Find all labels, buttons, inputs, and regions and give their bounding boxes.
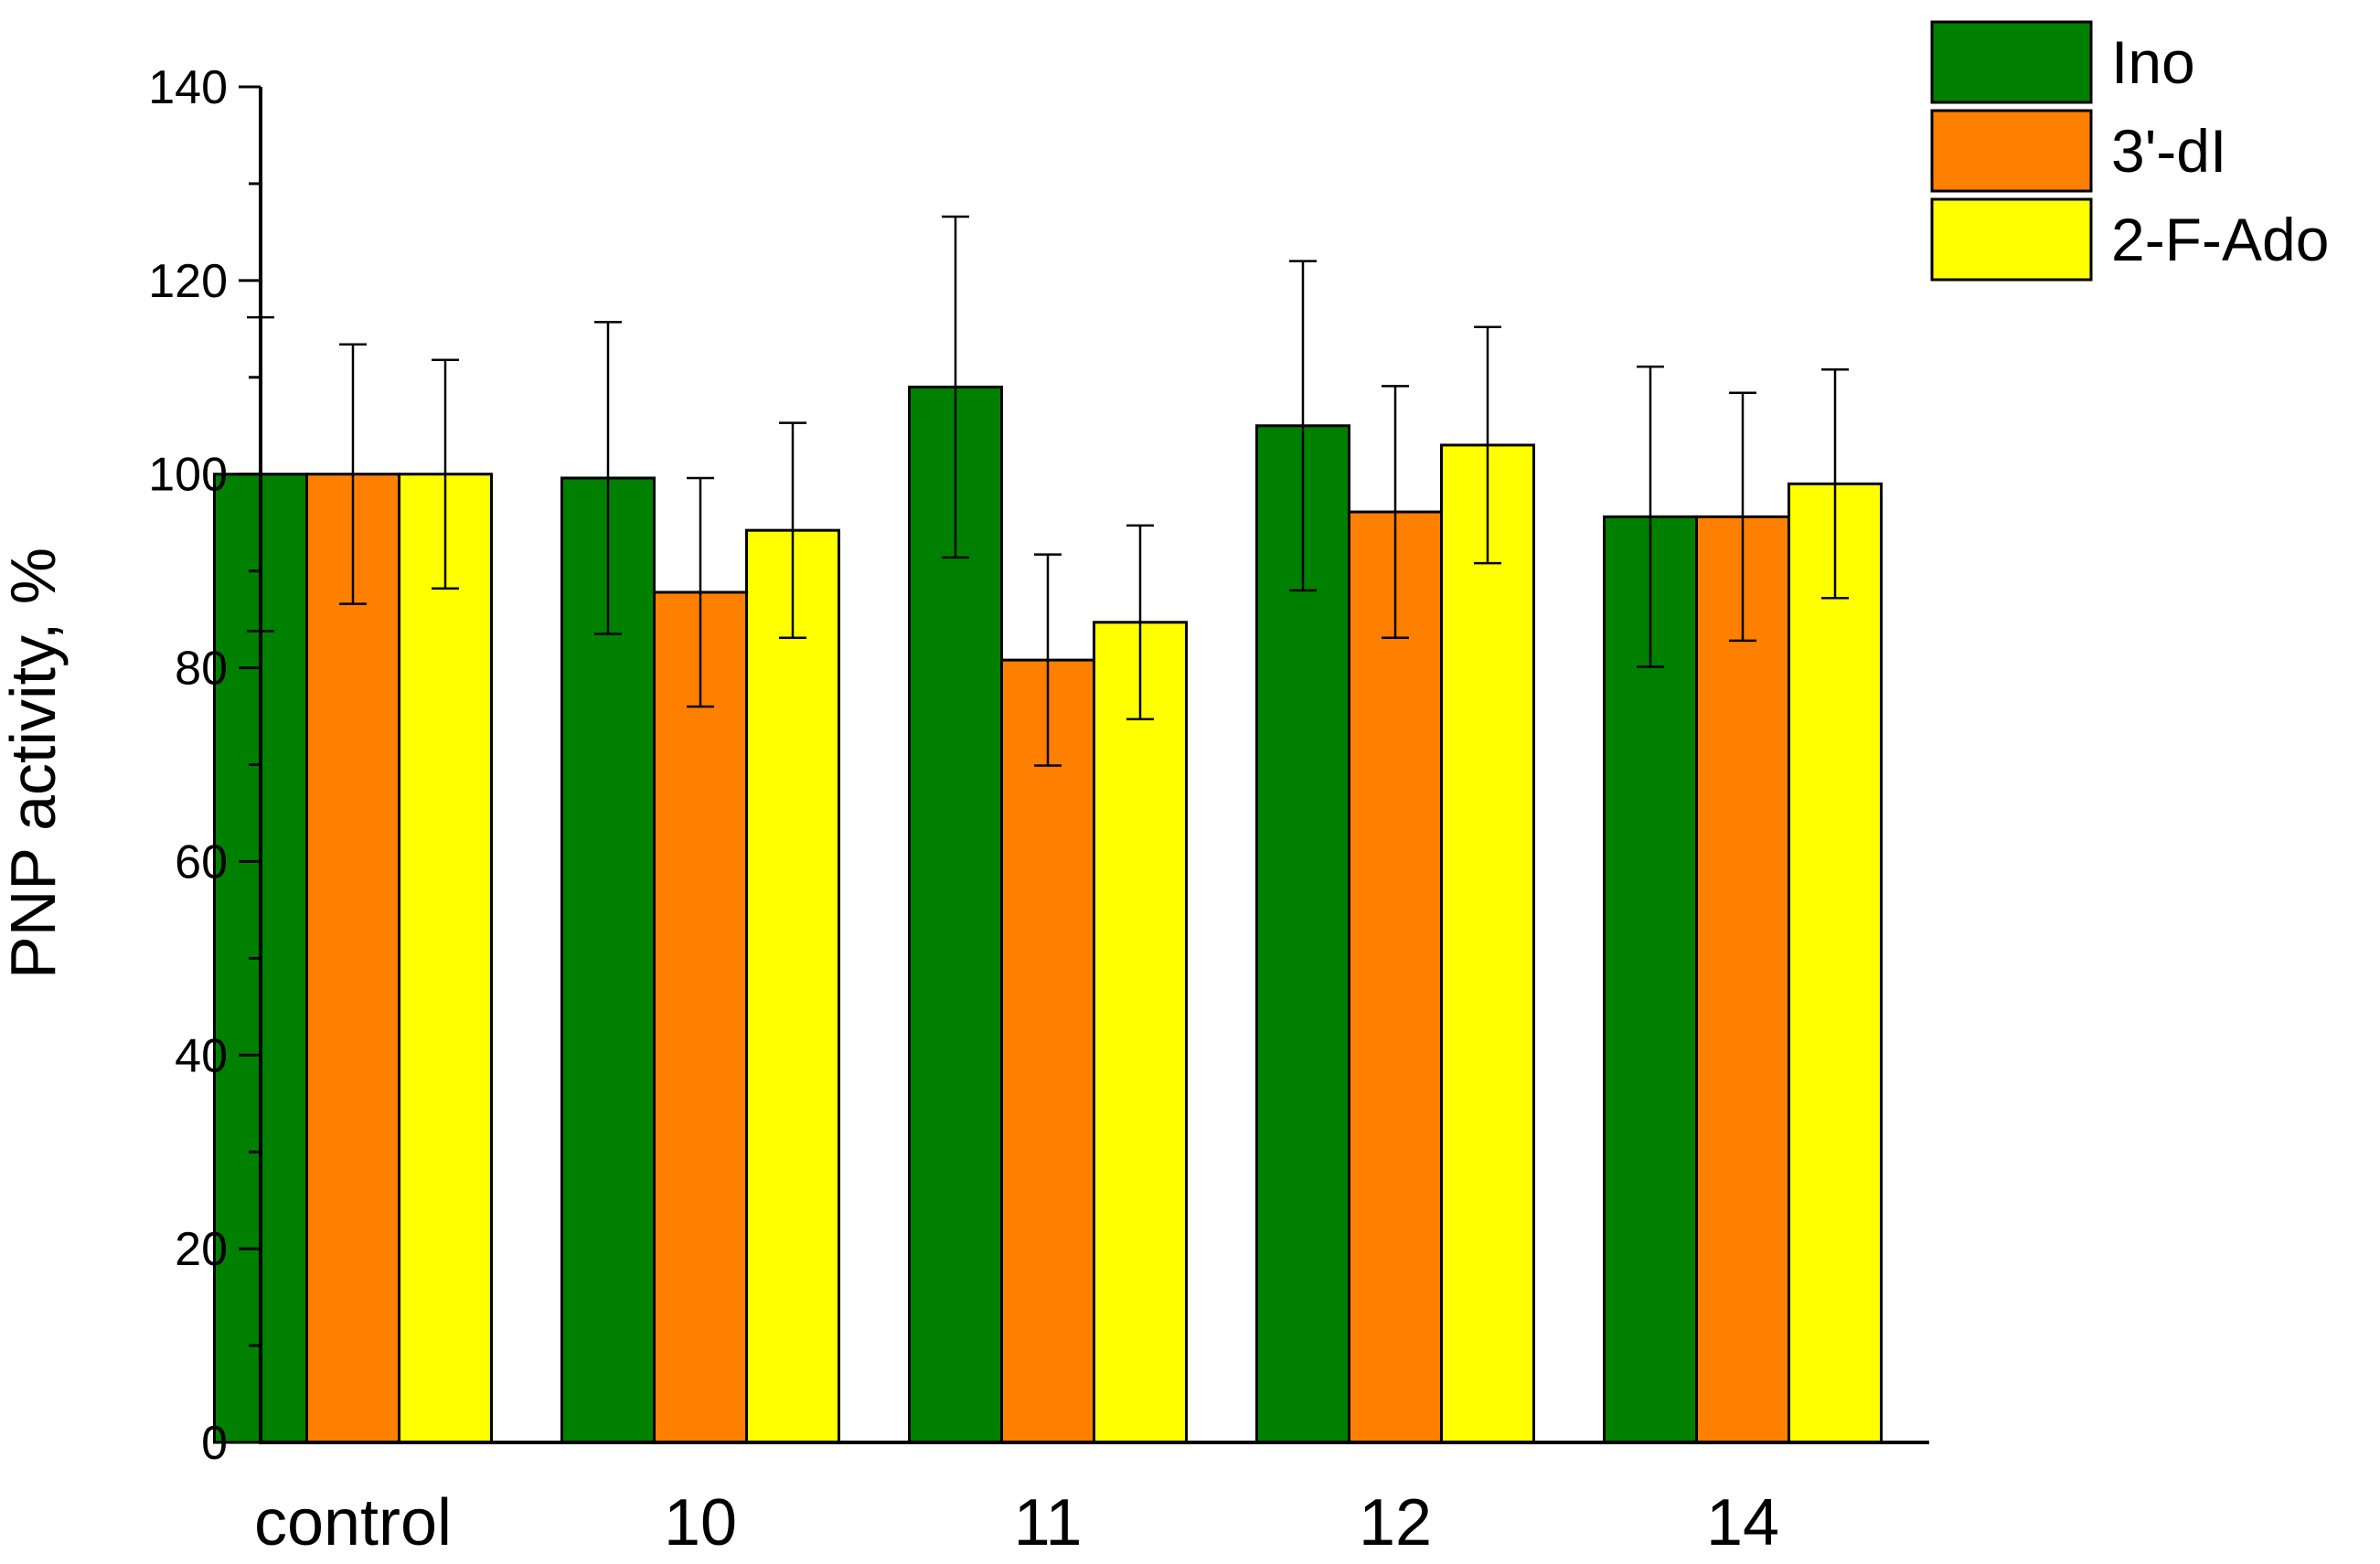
- legend-label: 3'-dI: [2111, 117, 2226, 185]
- bar-2fado-12: [1440, 443, 1535, 1444]
- y-tick-label: 80: [175, 643, 228, 696]
- bar-3di-control: [305, 473, 400, 1444]
- bar-2fado-14: [1788, 482, 1883, 1444]
- legend-label: Ino: [2111, 28, 2195, 96]
- y-tick-label: 120: [148, 255, 228, 308]
- x-tick-label: control: [254, 1486, 452, 1559]
- y-tick-label: 60: [175, 835, 228, 888]
- legend-swatch-3di: [1930, 109, 2093, 193]
- y-axis-title: PNP activity, %: [0, 548, 69, 979]
- x-tick-label: 10: [664, 1486, 737, 1559]
- bar-ino-11: [908, 385, 1003, 1444]
- bar-2fado-11: [1093, 621, 1188, 1444]
- bar-3di-10: [653, 590, 748, 1444]
- x-axis: control 10 11 12 14: [254, 1441, 1929, 1559]
- legend-label: 2-F-Ado: [2111, 206, 2329, 273]
- x-tick-label: 12: [1359, 1486, 1432, 1559]
- y-tick-label: 20: [175, 1223, 228, 1276]
- bar-3di-14: [1695, 515, 1790, 1444]
- x-tick-label: 11: [1014, 1486, 1083, 1559]
- bar-2fado-control: [398, 473, 493, 1444]
- legend: Ino 3'-dI 2-F-Ado: [1930, 20, 2329, 282]
- y-tick-label: 40: [175, 1029, 228, 1082]
- y-axis: 0 20 40 60 80 100 120 140: [148, 61, 262, 1470]
- bar-2fado-10: [745, 528, 840, 1444]
- bar-3di-11: [1000, 658, 1095, 1444]
- bar-3di-12: [1348, 510, 1443, 1444]
- legend-swatch-2fado: [1930, 197, 2093, 282]
- bar-ino-14: [1603, 515, 1698, 1444]
- y-tick-label: 140: [148, 61, 228, 114]
- y-tick-label: 0: [201, 1417, 228, 1470]
- y-tick-label: 100: [148, 449, 228, 502]
- legend-swatch-ino: [1930, 20, 2093, 104]
- bars-layer: [213, 385, 1883, 1444]
- x-tick-label: 14: [1706, 1486, 1779, 1559]
